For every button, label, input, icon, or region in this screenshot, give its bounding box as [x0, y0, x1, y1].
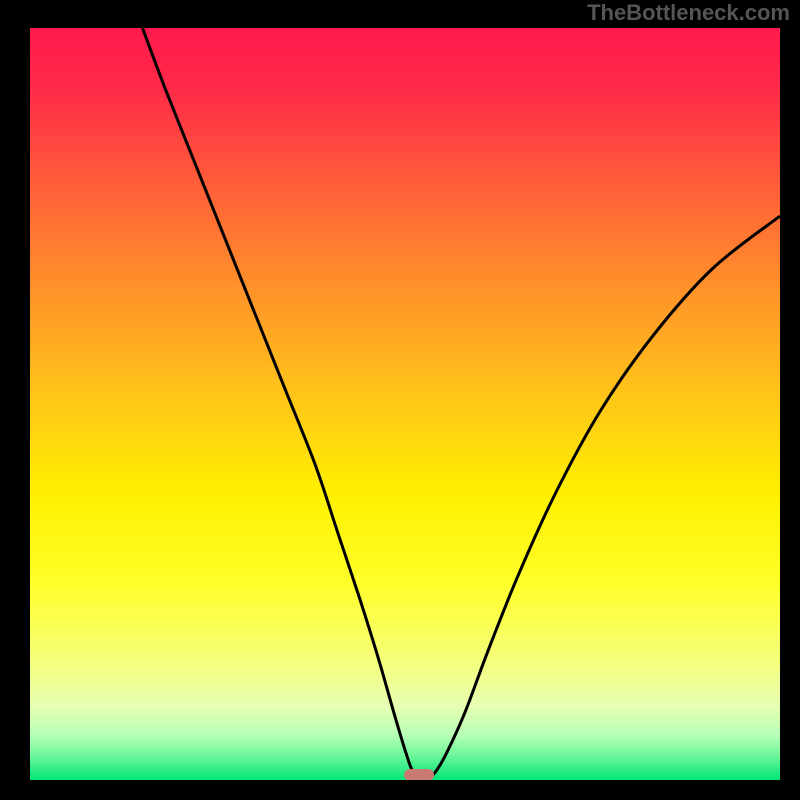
- bottleneck-marker: [404, 769, 434, 780]
- watermark-text: TheBottleneck.com: [587, 0, 790, 26]
- bottleneck-curve: [143, 28, 781, 778]
- plot-area: [30, 28, 780, 780]
- outer-frame: [0, 0, 800, 800]
- curve-layer: [30, 28, 780, 780]
